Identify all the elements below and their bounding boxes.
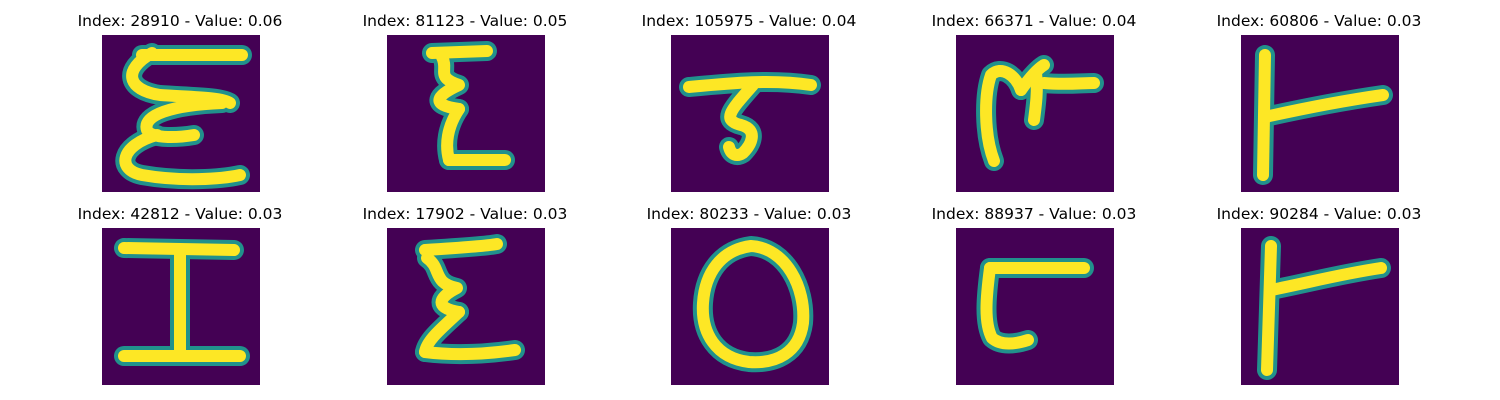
- glyph-svg: [102, 35, 260, 192]
- panel-4: Index: 66371 - Value: 0.04: [884, 0, 1184, 192]
- glyph-image: [671, 35, 829, 192]
- glyph-stroke-core: [1038, 77, 1100, 90]
- glyph-stroke-core: [419, 238, 503, 256]
- glyph-image: [387, 228, 545, 385]
- glyph-stroke-core: [1261, 240, 1277, 376]
- glyph-svg: [1241, 35, 1399, 192]
- glyph-svg: [671, 35, 829, 192]
- glyph-svg: [102, 228, 260, 385]
- panel-6: Index: 42812 - Value: 0.03: [30, 193, 330, 385]
- glyph-stroke-core: [696, 240, 810, 369]
- glyph-image: [1241, 228, 1399, 385]
- glyph-stroke-core: [419, 344, 521, 361]
- glyph-stroke-core: [140, 97, 228, 143]
- glyph-image: [956, 228, 1114, 385]
- panel-9: Index: 88937 - Value: 0.03: [884, 193, 1184, 385]
- panel-title: Index: 60806 - Value: 0.03: [1216, 12, 1422, 30]
- panel-3: Index: 105975 - Value: 0.04: [599, 0, 899, 192]
- glyph-svg: [956, 35, 1114, 192]
- panel-8: Index: 80233 - Value: 0.03: [599, 193, 899, 385]
- glyph-stroke-core: [1265, 262, 1387, 296]
- panel-title: Index: 66371 - Value: 0.04: [931, 12, 1137, 30]
- glyph-stroke-core: [723, 79, 759, 161]
- panel-title: Index: 81123 - Value: 0.05: [362, 12, 568, 30]
- glyph-svg: [671, 228, 829, 385]
- panel-title: Index: 42812 - Value: 0.03: [77, 205, 283, 223]
- glyph-stroke-core: [1028, 67, 1043, 126]
- panel-title: Index: 28910 - Value: 0.06: [77, 12, 283, 30]
- glyph-svg: [387, 228, 545, 385]
- glyph-stroke-core: [433, 51, 465, 115]
- glyph-background: [671, 35, 829, 192]
- panel-title: Index: 105975 - Value: 0.04: [641, 12, 857, 30]
- glyph-image: [102, 228, 260, 385]
- glyph-stroke-core: [1259, 89, 1389, 123]
- panel-2: Index: 81123 - Value: 0.05: [315, 0, 615, 192]
- panel-title: Index: 90284 - Value: 0.03: [1216, 205, 1422, 223]
- glyph-image: [671, 228, 829, 385]
- glyph-image: [956, 35, 1114, 192]
- panel-7: Index: 17902 - Value: 0.03: [315, 193, 615, 385]
- glyph-svg: [956, 228, 1114, 385]
- glyph-svg: [387, 35, 545, 192]
- panel-title: Index: 80233 - Value: 0.03: [646, 205, 852, 223]
- glyph-svg: [1241, 228, 1399, 385]
- panel-10: Index: 90284 - Value: 0.03: [1169, 193, 1469, 385]
- panel-title: Index: 88937 - Value: 0.03: [931, 205, 1137, 223]
- glyph-image: [387, 35, 545, 192]
- glyph-image: [1241, 35, 1399, 192]
- panel-5: Index: 60806 - Value: 0.03: [1169, 0, 1469, 192]
- glyph-stroke-core: [980, 262, 1034, 350]
- panel-1: Index: 28910 - Value: 0.06: [30, 0, 330, 192]
- glyph-stroke-core: [421, 252, 465, 318]
- glyph-image: [102, 35, 260, 192]
- glyph-stroke-core: [980, 65, 1027, 167]
- panel-title: Index: 17902 - Value: 0.03: [362, 205, 568, 223]
- glyph-stroke-core: [119, 129, 246, 186]
